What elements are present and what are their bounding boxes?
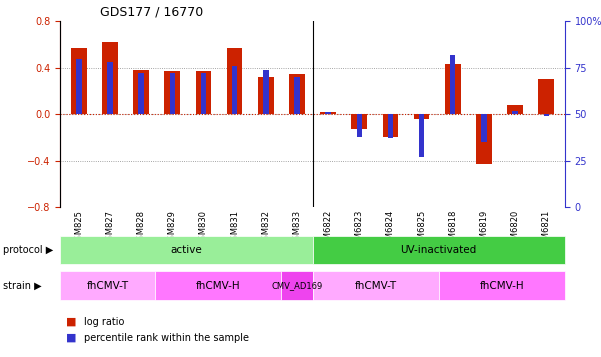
Bar [107, 62, 113, 114]
Bar [388, 114, 393, 139]
Bar [165, 71, 180, 114]
Bar [232, 66, 237, 114]
Bar [76, 59, 82, 114]
Bar [481, 114, 487, 142]
Text: CMV_AD169: CMV_AD169 [271, 281, 322, 290]
Bar [227, 48, 242, 114]
Bar [201, 74, 206, 114]
FancyBboxPatch shape [281, 271, 313, 300]
Text: active: active [171, 245, 202, 255]
FancyBboxPatch shape [313, 236, 565, 264]
FancyBboxPatch shape [313, 271, 439, 300]
Bar [263, 70, 269, 114]
Bar [543, 114, 549, 116]
Bar [507, 105, 523, 114]
Bar [102, 42, 118, 114]
Bar [476, 114, 492, 164]
Bar [169, 74, 175, 114]
Bar [325, 112, 331, 114]
FancyBboxPatch shape [60, 236, 313, 264]
Text: GDS177 / 16770: GDS177 / 16770 [100, 6, 204, 19]
Bar [538, 80, 554, 114]
FancyBboxPatch shape [439, 271, 565, 300]
Text: ■: ■ [66, 333, 76, 343]
Text: log ratio: log ratio [84, 317, 124, 327]
Bar [450, 55, 456, 114]
Bar [294, 77, 300, 114]
Text: ■: ■ [66, 317, 76, 327]
Bar [352, 114, 367, 129]
Text: fhCMV-H: fhCMV-H [195, 281, 240, 291]
FancyBboxPatch shape [155, 271, 281, 300]
Bar [383, 114, 398, 137]
Bar [356, 114, 362, 136]
FancyBboxPatch shape [60, 271, 155, 300]
Bar [320, 112, 336, 114]
Bar [445, 64, 460, 114]
Bar [289, 74, 305, 114]
Bar [133, 70, 149, 114]
Bar [419, 114, 424, 157]
Text: UV-inactivated: UV-inactivated [401, 245, 477, 255]
Bar [196, 71, 211, 114]
Text: fhCMV-H: fhCMV-H [480, 281, 524, 291]
Text: fhCMV-T: fhCMV-T [87, 281, 129, 291]
Text: fhCMV-T: fhCMV-T [355, 281, 397, 291]
Text: percentile rank within the sample: percentile rank within the sample [84, 333, 249, 343]
Bar [512, 111, 518, 114]
Text: protocol ▶: protocol ▶ [3, 245, 53, 255]
Bar [414, 114, 429, 119]
Text: strain ▶: strain ▶ [3, 281, 41, 291]
Bar [138, 74, 144, 114]
Bar [71, 48, 87, 114]
Bar [258, 77, 273, 114]
